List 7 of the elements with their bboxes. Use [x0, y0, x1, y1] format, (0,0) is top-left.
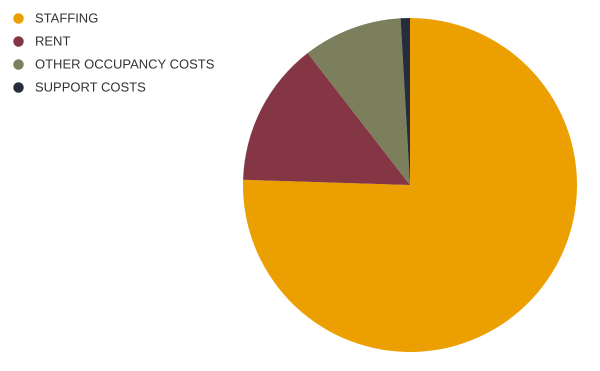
legend-label: OTHER OCCUPANCY COSTS — [35, 56, 215, 72]
legend-label: STAFFING — [35, 10, 98, 26]
pie-slice — [243, 53, 410, 185]
pie-slice — [308, 18, 410, 185]
pie-slice — [243, 18, 577, 352]
legend-label: SUPPORT COSTS — [35, 80, 146, 94]
legend-label: RENT — [35, 34, 70, 48]
